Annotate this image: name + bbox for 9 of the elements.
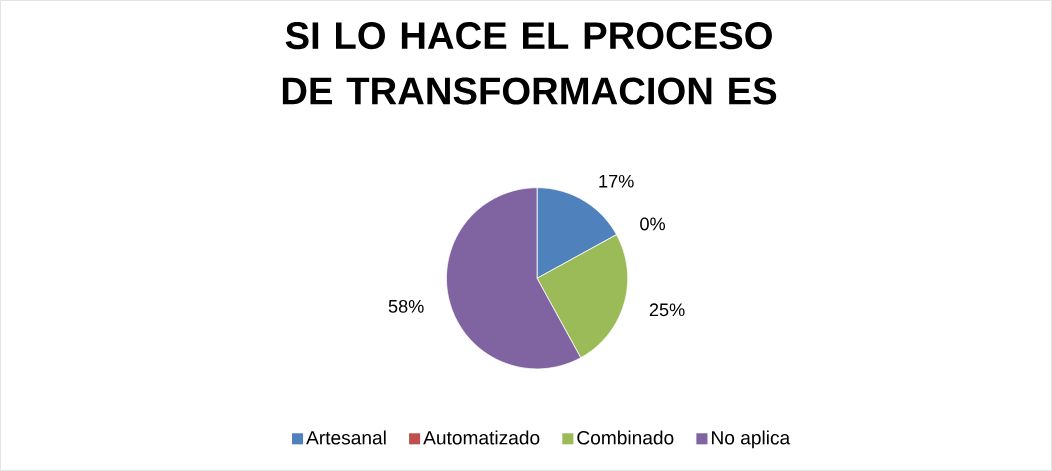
legend-label: Automatizado: [423, 430, 540, 445]
legend-label: Artesanal: [306, 430, 386, 445]
legend-label: No aplica: [712, 430, 791, 449]
legend-label: Combinado: [577, 430, 674, 445]
chart-title: SI LO HACE EL PROCESO DE TRANSFORMACION ES: [282, 22, 777, 105]
data-label: 25%: [649, 303, 685, 317]
text: 0%: [640, 217, 666, 231]
data-label: 17%: [599, 174, 634, 188]
data-label: 58%: [388, 299, 424, 313]
